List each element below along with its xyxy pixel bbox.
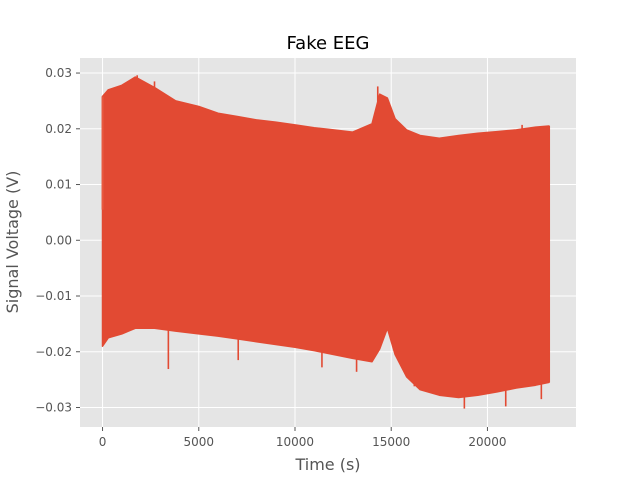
y-axis-label: Signal Voltage (V) (3, 171, 22, 314)
y-tick-label: −0.02 (35, 345, 72, 359)
y-tick-label: 0.01 (45, 178, 72, 192)
y-tick-label: −0.01 (35, 289, 72, 303)
x-tick-label: 0 (99, 435, 107, 449)
x-tick-label: 10000 (276, 435, 314, 449)
x-tick-label: 20000 (468, 435, 506, 449)
chart-title: Fake EEG (286, 33, 369, 54)
x-axis-label: Time (s) (294, 455, 360, 474)
x-tick-label: 15000 (372, 435, 410, 449)
y-tick-label: −0.03 (35, 400, 72, 414)
data-layer (101, 75, 551, 409)
tick-layer: 0 5000 10000 15000 20000 −0.03 −0.02 −0.01 0.00 0… (35, 66, 506, 449)
y-tick-label: 0.02 (45, 122, 72, 136)
x-tick-label: 5000 (183, 435, 214, 449)
y-tick-label: 0.00 (45, 233, 72, 247)
y-tick-label: 0.03 (45, 66, 72, 80)
